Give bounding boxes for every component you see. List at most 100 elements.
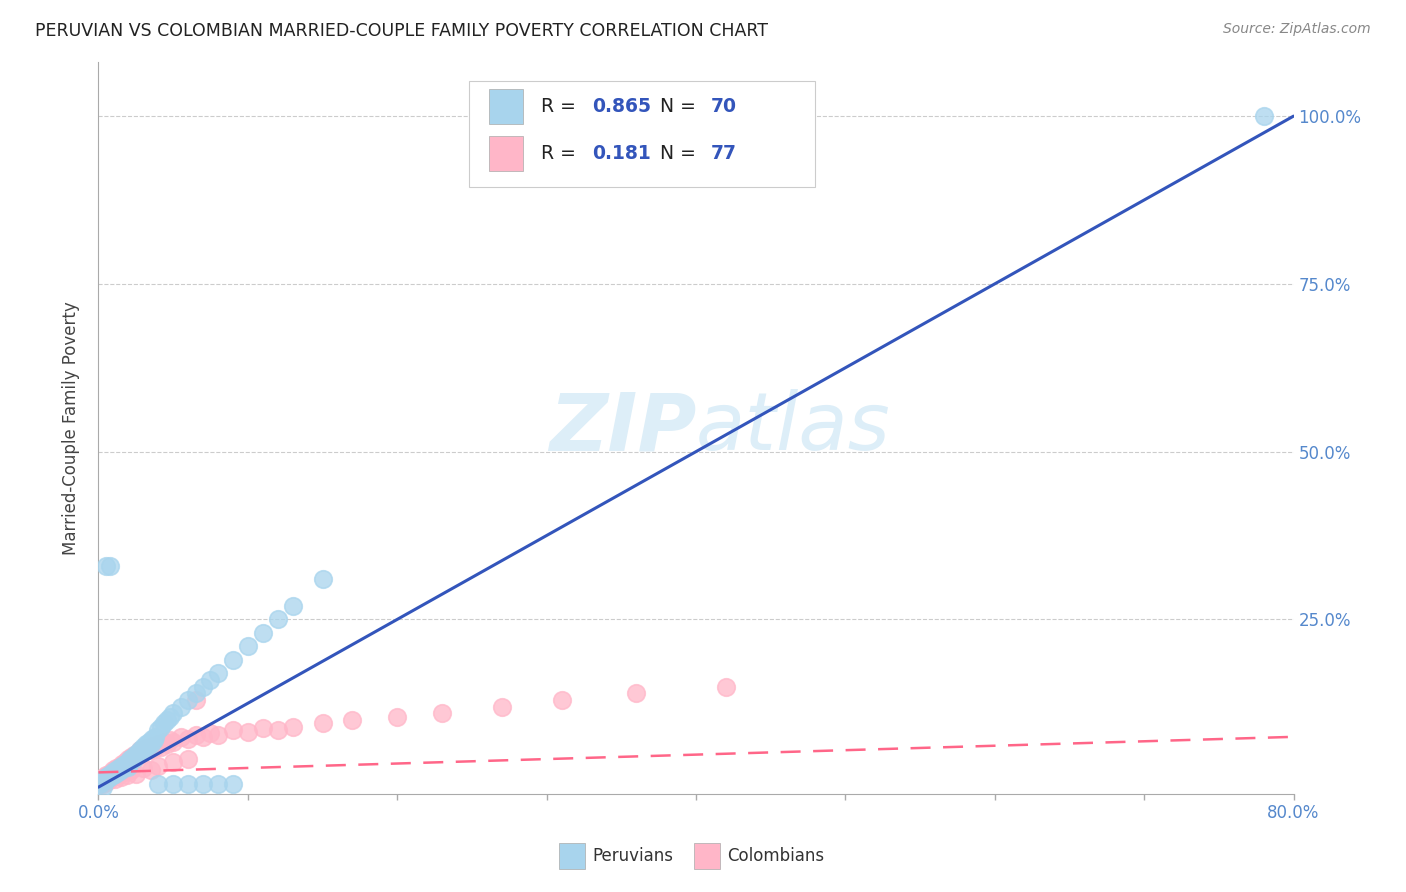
Point [159,709,181,723]
Point [101,766,124,780]
Point [128,747,150,762]
Point [114,755,136,769]
Point [138,734,160,748]
Point [162,777,184,791]
Point [91,773,114,788]
Point [148,723,170,738]
Text: Colombians: Colombians [727,847,824,865]
Point [222,723,245,738]
Point [125,750,148,764]
Point [191,730,214,744]
Text: 77: 77 [710,145,737,163]
Point [124,752,146,766]
Point [150,739,173,754]
Point [177,693,200,707]
Point [118,755,141,769]
Point [120,764,142,778]
Point [139,737,162,751]
Point [491,699,513,714]
Point [134,741,156,756]
Point [98,770,122,784]
Point [207,777,229,791]
Point [143,741,166,756]
Point [112,760,135,774]
Y-axis label: Married-Couple Family Poverty: Married-Couple Family Poverty [62,301,80,555]
Point [626,686,648,700]
Text: N =: N = [661,145,702,163]
Point [114,756,136,771]
Point [91,777,114,791]
Point [714,680,737,694]
Point [267,723,290,738]
Point [129,743,152,757]
Point [104,772,127,786]
Point [148,758,170,772]
Point [96,772,118,786]
Point [110,764,132,778]
Point [132,761,155,775]
Point [207,666,229,681]
Point [150,720,173,734]
Point [104,766,127,780]
Point [94,770,117,784]
Point [98,558,122,573]
Point [153,716,176,731]
Point [105,761,128,775]
Point [200,726,222,740]
Point [107,765,129,780]
Point [162,755,184,769]
Point [184,693,207,707]
Point [110,761,132,775]
Point [115,758,138,772]
Point [281,599,304,613]
Point [93,770,115,784]
Point [101,765,124,780]
Text: R =: R = [541,97,582,116]
Point [111,758,134,772]
Point [120,750,142,764]
Point [112,765,135,780]
Text: R =: R = [541,145,588,163]
Point [121,753,143,767]
Point [125,747,148,761]
Point [94,558,117,573]
Point [94,774,117,789]
Point [222,777,245,791]
Point [550,693,572,707]
Point [132,745,155,759]
Bar [558,843,585,869]
Point [115,758,138,772]
Bar [693,843,720,869]
Point [162,734,184,748]
Point [200,673,222,687]
Point [177,752,200,766]
Point [177,731,200,746]
Point [107,768,129,782]
Point [127,747,149,761]
Point [94,773,117,788]
Point [141,731,163,746]
Point [236,639,259,653]
Point [135,737,157,751]
Point [281,720,304,734]
Point [129,743,152,757]
Point [132,739,155,754]
Point [236,725,259,739]
Point [177,777,200,791]
Point [148,777,170,791]
Point [184,686,207,700]
Bar [489,136,523,171]
Point [135,741,157,756]
Point [97,768,120,782]
Point [125,766,148,780]
Point [207,728,229,742]
Point [153,734,176,748]
Point [156,737,179,751]
Point [91,780,114,794]
Point [141,739,163,753]
Point [139,764,162,778]
Point [117,760,139,774]
Point [311,716,333,731]
Point [108,761,131,775]
Text: 70: 70 [710,97,737,116]
